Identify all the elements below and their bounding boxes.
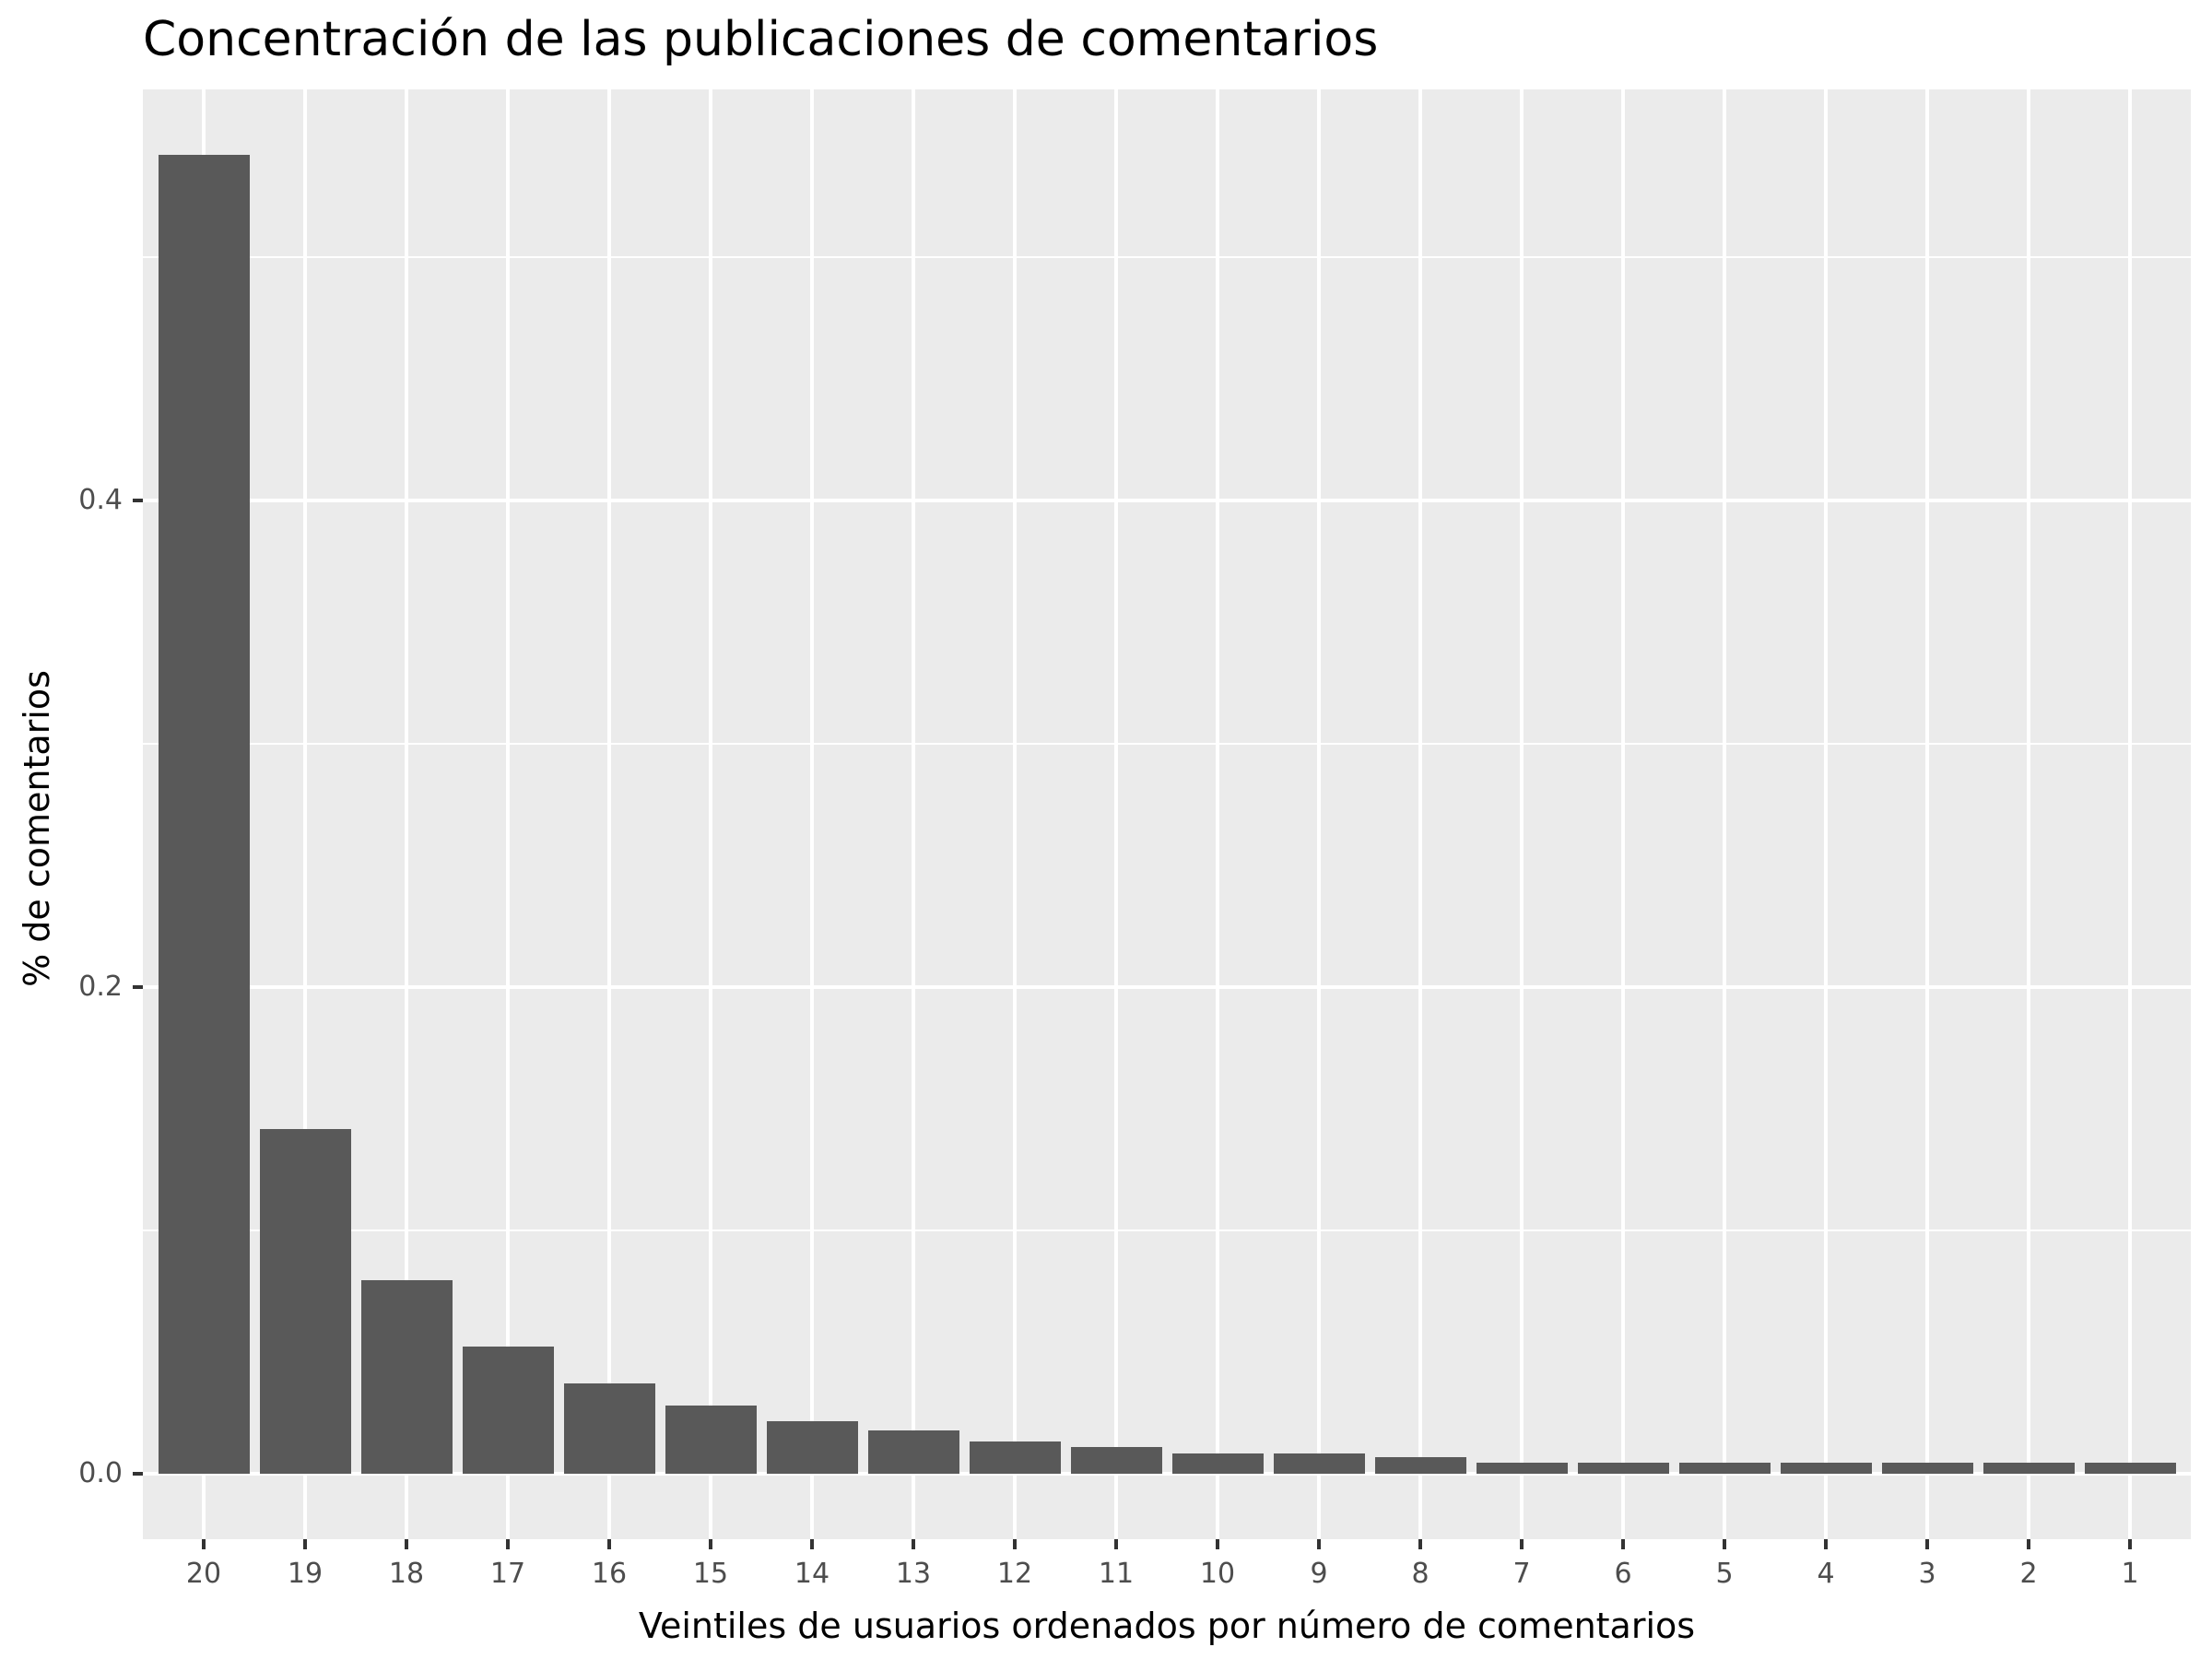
vertical-gridline [912,89,915,1539]
minor-gridline [143,1229,2191,1231]
bar-veintil-15 [665,1405,757,1474]
bar-veintil-4 [1780,1462,1872,1474]
x-tick-mark [1723,1539,1726,1549]
x-tick-label: 1 [2121,1558,2139,1590]
major-gridline [143,1471,2191,1476]
x-tick-label: 19 [287,1558,324,1590]
vertical-gridline [1317,89,1321,1539]
y-tick-label: 0.4 [78,484,123,517]
x-tick-mark [1013,1539,1017,1549]
bar-veintil-7 [1476,1462,1568,1474]
vertical-gridline [506,89,510,1539]
vertical-gridline [810,89,814,1539]
x-tick-mark [709,1539,712,1549]
x-tick-mark [405,1539,408,1549]
x-tick-label: 5 [1715,1558,1734,1590]
bar-veintil-12 [969,1441,1061,1474]
vertical-gridline [709,89,712,1539]
x-tick-label: 16 [591,1558,628,1590]
x-tick-mark [1824,1539,1828,1549]
y-tick-label: 0.2 [78,970,123,1003]
x-tick-label: 6 [1614,1558,1632,1590]
vertical-gridline [1114,89,1118,1539]
x-tick-label: 3 [1918,1558,1936,1590]
x-tick-mark [303,1539,307,1549]
x-tick-mark [1621,1539,1625,1549]
vertical-gridline [303,89,307,1539]
x-tick-label: 8 [1411,1558,1430,1590]
x-tick-mark [607,1539,611,1549]
y-tick-mark [133,1471,143,1476]
x-tick-mark [1520,1539,1524,1549]
bar-veintil-10 [1171,1453,1264,1474]
x-tick-label: 12 [996,1558,1033,1590]
vertical-gridline [2128,89,2132,1539]
x-tick-label: 18 [388,1558,425,1590]
x-tick-label: 11 [1098,1558,1135,1590]
x-tick-mark [2027,1539,2030,1549]
bar-veintil-8 [1374,1456,1466,1474]
x-tick-mark [1216,1539,1219,1549]
x-tick-mark [2128,1539,2132,1549]
vertical-gridline [607,89,611,1539]
x-tick-label: 13 [895,1558,932,1590]
vertical-gridline [1418,89,1422,1539]
x-tick-label: 15 [692,1558,729,1590]
bar-veintil-1 [2084,1462,2176,1474]
major-gridline [143,984,2191,989]
x-tick-mark [912,1539,915,1549]
vertical-gridline [2027,89,2030,1539]
x-tick-label: 9 [1310,1558,1328,1590]
vertical-gridline [1216,89,1219,1539]
vertical-gridline [1723,89,1726,1539]
vertical-gridline [1013,89,1017,1539]
x-tick-mark [1317,1539,1321,1549]
x-tick-mark [506,1539,510,1549]
chart-title: Concentración de las publicaciones de co… [143,12,1379,67]
x-tick-mark [1418,1539,1422,1549]
x-tick-mark [1114,1539,1118,1549]
x-tick-label: 17 [489,1558,526,1590]
vertical-gridline [1925,89,1929,1539]
x-tick-label: 20 [185,1558,222,1590]
y-tick-mark [133,984,143,989]
minor-gridline [143,256,2191,259]
vertical-gridline [1824,89,1828,1539]
x-tick-label: 4 [1817,1558,1835,1590]
bar-veintil-2 [1983,1462,2075,1474]
bar-veintil-3 [1881,1462,1973,1474]
bar-veintil-19 [259,1128,351,1474]
bar-veintil-9 [1273,1453,1365,1474]
bar-veintil-17 [462,1346,554,1474]
y-tick-mark [133,499,143,503]
minor-gridline [143,742,2191,745]
bar-veintil-13 [867,1430,959,1474]
bar-veintil-11 [1070,1446,1162,1474]
bar-veintil-16 [563,1382,655,1474]
bar-veintil-20 [158,155,250,1474]
major-gridline [143,499,2191,503]
x-tick-label: 2 [2019,1558,2038,1590]
x-tick-mark [1925,1539,1929,1549]
bar-veintil-14 [766,1420,858,1474]
y-axis-title: % de comentarios [17,670,57,987]
x-tick-label: 10 [1199,1558,1236,1590]
x-tick-label: 14 [794,1558,830,1590]
x-axis-title: Veintiles de usuarios ordenados por núme… [638,1606,1696,1646]
bar-veintil-6 [1577,1462,1669,1474]
vertical-gridline [1520,89,1524,1539]
vertical-gridline [1621,89,1625,1539]
x-tick-mark [202,1539,206,1549]
y-tick-label: 0.0 [78,1456,123,1489]
x-tick-mark [810,1539,814,1549]
x-tick-label: 7 [1512,1558,1531,1590]
plot-panel [143,89,2191,1539]
bar-veintil-5 [1678,1462,1771,1474]
bar-veintil-18 [360,1279,453,1474]
vertical-gridline [405,89,408,1539]
